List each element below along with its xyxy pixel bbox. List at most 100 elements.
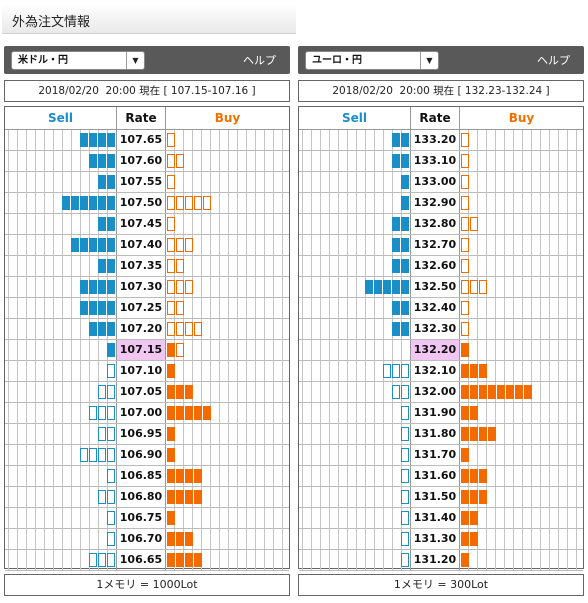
buy-bar	[460, 508, 583, 528]
buy-unit	[470, 385, 478, 399]
buy-unit	[488, 427, 496, 441]
buy-unit	[167, 511, 175, 525]
order-row: 107.15	[5, 340, 289, 361]
buy-bar	[166, 361, 289, 381]
current-rate-cell: 107.15	[116, 340, 166, 360]
buy-unit	[461, 511, 469, 525]
buy-bar	[460, 382, 583, 402]
sell-unit	[98, 553, 106, 567]
rate-cell: 107.30	[116, 277, 166, 297]
sell-bar	[5, 529, 116, 549]
order-row: 131.90	[299, 403, 583, 424]
rate-cell: 132.00	[410, 382, 460, 402]
sell-bar	[5, 151, 116, 171]
sell-unit	[89, 406, 97, 420]
buy-unit	[167, 133, 175, 147]
buy-unit	[194, 196, 202, 210]
buy-bar	[460, 487, 583, 507]
sell-unit	[107, 385, 115, 399]
buy-bar	[166, 235, 289, 255]
buy-unit	[470, 364, 478, 378]
panel-toolbar: ユーロ・円 ▼ ヘルプ	[298, 46, 584, 74]
order-row: 107.60	[5, 151, 289, 172]
sell-unit	[401, 406, 409, 420]
rate-cell: 107.55	[116, 172, 166, 192]
sell-bar	[299, 445, 410, 465]
current-rate-cell: 132.20	[410, 340, 460, 360]
sell-unit	[71, 196, 79, 210]
usd-jpy-panel: 米ドル・円 ▼ ヘルプ 2018/02/20 20:00 現在 [ 107.15…	[4, 46, 290, 598]
help-link[interactable]: ヘルプ	[243, 54, 276, 67]
sell-unit	[401, 385, 409, 399]
buy-unit	[461, 469, 469, 483]
sell-unit	[98, 385, 106, 399]
sell-unit	[89, 553, 97, 567]
buy-unit	[176, 406, 184, 420]
sell-unit	[392, 385, 400, 399]
sell-unit	[98, 427, 106, 441]
sell-unit	[401, 322, 409, 336]
sell-bar	[299, 256, 410, 276]
buy-bar	[460, 361, 583, 381]
buy-bar	[460, 403, 583, 423]
sell-bar	[299, 172, 410, 192]
rate-cell: 132.80	[410, 214, 460, 234]
order-row: 106.70	[5, 529, 289, 550]
dropdown-arrow-icon[interactable]: ▼	[126, 52, 144, 69]
order-row: 107.40	[5, 235, 289, 256]
rate-cell: 131.40	[410, 508, 460, 528]
rate-cell: 131.60	[410, 466, 460, 486]
sell-unit	[71, 238, 79, 252]
buy-bar	[166, 298, 289, 318]
order-row: 106.75	[5, 508, 289, 529]
order-row: 132.50	[299, 277, 583, 298]
buy-unit	[185, 532, 193, 546]
buy-bar	[460, 277, 583, 297]
buy-bar	[166, 403, 289, 423]
rate-cell: 131.90	[410, 403, 460, 423]
currency-pair-select[interactable]: ユーロ・円 ▼	[305, 51, 439, 70]
order-row: 107.45	[5, 214, 289, 235]
rate-cell: 106.65	[116, 550, 166, 570]
buy-bar	[166, 529, 289, 549]
sell-unit	[392, 259, 400, 273]
sell-header: Sell	[341, 111, 367, 125]
currency-pair-select[interactable]: 米ドル・円 ▼	[11, 51, 145, 70]
order-book: Sell Rate Buy 107.65 107.60 107.55 107.50 10…	[4, 106, 290, 571]
buy-unit	[461, 259, 469, 273]
sell-header: Sell	[47, 111, 73, 125]
buy-unit	[167, 175, 175, 189]
rate-cell: 106.70	[116, 529, 166, 549]
buy-unit	[194, 406, 202, 420]
buy-unit	[515, 385, 523, 399]
sell-bar	[5, 319, 116, 339]
rate-cell: 107.00	[116, 403, 166, 423]
buy-bar	[166, 130, 289, 150]
rate-cell: 133.10	[410, 151, 460, 171]
sell-unit	[98, 301, 106, 315]
buy-unit	[479, 280, 487, 294]
rate-cell: 107.20	[116, 319, 166, 339]
buy-bar	[460, 340, 583, 360]
page-title: 外為注文情報	[12, 15, 91, 30]
order-book-header: Sell Rate Buy	[5, 107, 289, 130]
dropdown-arrow-icon[interactable]: ▼	[420, 52, 438, 69]
buy-unit	[176, 238, 184, 252]
order-row: 132.40	[299, 298, 583, 319]
sell-unit	[107, 322, 115, 336]
order-row: 107.20	[5, 319, 289, 340]
help-link[interactable]: ヘルプ	[537, 54, 570, 67]
order-row: 133.00	[299, 172, 583, 193]
sell-unit	[392, 280, 400, 294]
buy-unit	[506, 385, 514, 399]
rate-cell: 106.80	[116, 487, 166, 507]
sell-unit	[89, 133, 97, 147]
buy-unit	[203, 406, 211, 420]
sell-unit	[98, 196, 106, 210]
sell-bar	[299, 550, 410, 570]
buy-bar	[166, 487, 289, 507]
rate-cell: 106.85	[116, 466, 166, 486]
buy-unit	[461, 406, 469, 420]
scale-note: 1メモリ = 300Lot	[298, 574, 584, 596]
sell-unit	[80, 301, 88, 315]
